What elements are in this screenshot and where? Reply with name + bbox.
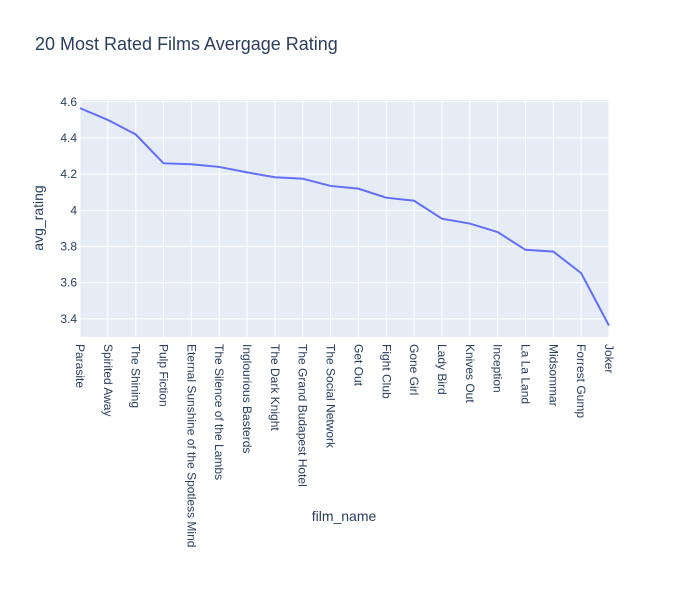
x-tick-label: Forrest Gump: [574, 344, 588, 418]
x-tick-label: Parasite: [73, 344, 87, 388]
x-axis-title: film_name: [312, 508, 377, 524]
x-tick-label: Lady Bird: [435, 344, 449, 395]
y-tick-label: 3.8: [60, 240, 77, 254]
x-tick-label: Midsommar: [546, 344, 560, 407]
x-tick-label: Spirited Away: [101, 344, 115, 417]
plot-area: [80, 100, 609, 337]
gridlines: [79, 100, 610, 337]
x-tick-label: Knives Out: [463, 344, 477, 403]
x-tick-label: Fight Club: [379, 344, 393, 399]
x-tick-label: The Shining: [129, 344, 143, 408]
x-tick-label: Get Out: [351, 344, 365, 387]
y-tick-label: 3.6: [60, 276, 77, 290]
x-tick-label: The Silence of the Lambs: [212, 344, 226, 480]
x-tick-label: The Dark Knight: [268, 344, 282, 431]
x-tick-label: The Grand Budapest Hotel: [296, 344, 310, 487]
y-tick-label: 4.4: [60, 131, 77, 145]
x-tick-label: The Social Network: [324, 344, 338, 449]
x-tick-label: Joker: [602, 344, 616, 373]
y-axis-title: avg_rating: [30, 185, 46, 250]
x-tick-label: La La Land: [518, 344, 532, 404]
y-tick-label: 3.4: [60, 312, 77, 326]
x-tick-label: Inglourious Basterds: [240, 344, 254, 453]
y-axis-ticks: 3.4 3.6 3.8 4 4.2 4.4 4.6: [60, 95, 77, 326]
x-tick-label: Eternal Sunshine of the Spotless Mind: [184, 344, 198, 547]
y-tick-label: 4.6: [60, 95, 77, 109]
x-tick-label: Pulp Fiction: [157, 344, 171, 407]
series-line: [79, 107, 610, 327]
chart-title: 20 Most Rated Films Avergage Rating: [35, 34, 338, 54]
y-tick-label: 4.2: [60, 167, 77, 181]
y-tick-label: 4: [70, 203, 77, 217]
x-tick-label: Inception: [491, 344, 505, 393]
x-tick-label: Gone Girl: [407, 344, 421, 395]
x-axis-ticks: Parasite Spirited Away The Shining Pulp Fic…: [73, 344, 616, 547]
